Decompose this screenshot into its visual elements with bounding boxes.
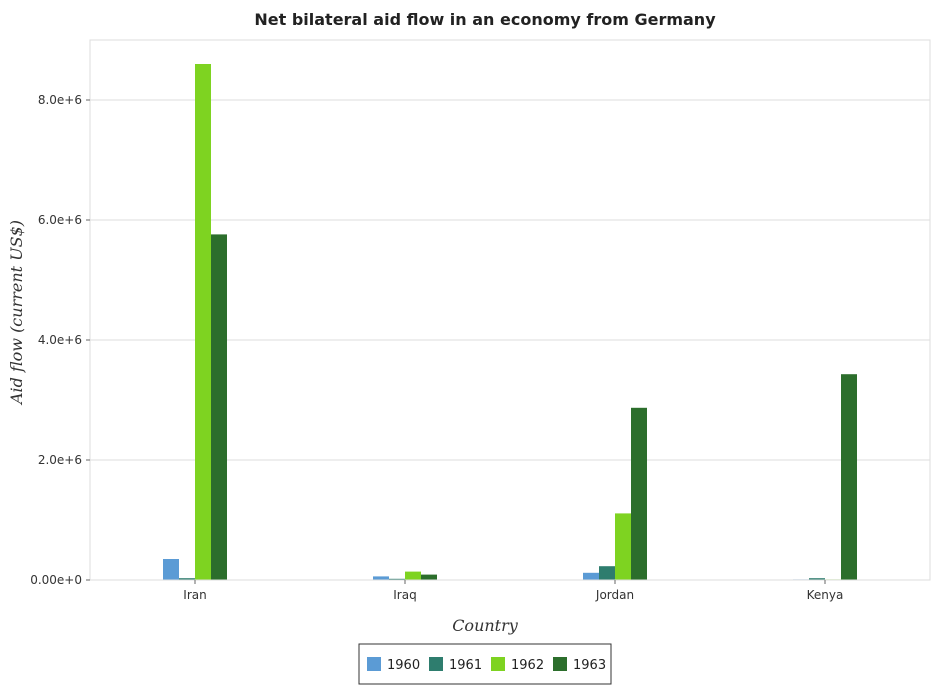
x-ticks: Iran Iraq Jordan Kenya	[183, 580, 843, 602]
legend-swatch-1961	[429, 657, 443, 671]
bar-1961-kenya	[809, 578, 825, 580]
bar-1963-iraq	[421, 574, 437, 580]
x-axis-label: Country	[452, 616, 519, 635]
bar-1962-iran	[195, 64, 211, 580]
bar-1960-iran	[163, 559, 179, 580]
bar-1963-kenya	[841, 374, 857, 580]
bar-1962-iraq	[405, 571, 421, 580]
y-tick-label: 6.0e+6	[38, 213, 82, 227]
x-tick-label-iran: Iran	[183, 588, 206, 602]
bar-1962-jordan	[615, 513, 631, 580]
legend: 1960 1961 1962 1963	[358, 643, 612, 685]
y-tick-label: 4.0e+6	[38, 333, 82, 347]
bar-1960-iraq	[373, 576, 389, 580]
chart-title: Net bilateral aid flow in an economy fro…	[254, 10, 716, 29]
x-tick-label-jordan: Jordan	[595, 588, 634, 602]
legend-box	[358, 643, 612, 685]
x-tick-label-kenya: Kenya	[807, 588, 844, 602]
legend-label-1962: 1962	[511, 658, 544, 673]
bar-1961-iran	[179, 578, 195, 580]
bar-1960-jordan	[583, 572, 599, 580]
y-tick-label: 0.00e+0	[30, 573, 82, 587]
legend-swatch-1962	[491, 657, 505, 671]
bar-1961-jordan	[599, 566, 615, 580]
bar-1961-iraq	[389, 578, 405, 580]
legend-swatch-1960	[367, 657, 381, 671]
plot-area	[89, 39, 931, 581]
bar-1963-jordan	[631, 407, 647, 580]
legend-label-1961: 1961	[449, 658, 482, 673]
legend-label-1963: 1963	[573, 658, 606, 673]
y-ticks: 0.00e+0 2.0e+6 4.0e+6 6.0e+6 8.0e+6	[30, 93, 90, 587]
y-axis-label: Aid flow (current US$)	[7, 220, 26, 406]
bar-1963-iran	[211, 234, 227, 580]
bars	[163, 64, 857, 580]
y-tick-label: 2.0e+6	[38, 453, 82, 467]
x-tick-label-iraq: Iraq	[393, 588, 416, 602]
legend-swatch-1963	[553, 657, 567, 671]
y-tick-label: 8.0e+6	[38, 93, 82, 107]
legend-label-1960: 1960	[387, 658, 420, 673]
